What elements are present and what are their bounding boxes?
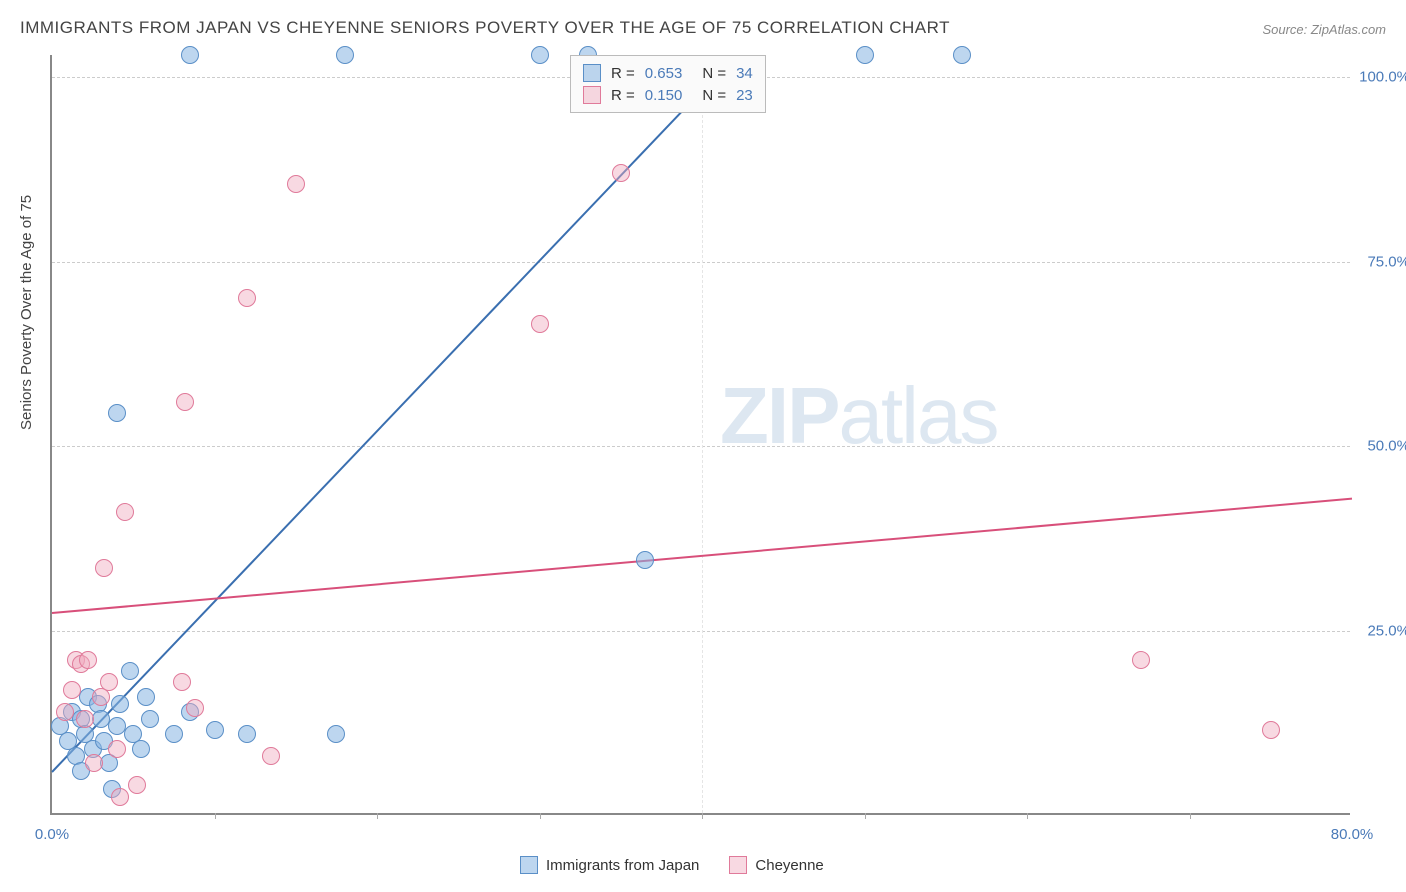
data-point (856, 46, 874, 64)
x-minor-tick (702, 813, 703, 819)
chart-title: IMMIGRANTS FROM JAPAN VS CHEYENNE SENIOR… (20, 18, 950, 38)
data-point (111, 695, 129, 713)
watermark-atlas: atlas (838, 371, 997, 460)
gridline-h (52, 262, 1350, 263)
x-tick-label: 80.0% (1331, 826, 1374, 843)
legend-label-pink: Cheyenne (755, 857, 823, 874)
gridline-h (52, 446, 1350, 447)
data-point (612, 164, 630, 182)
n-label: N = (702, 65, 726, 82)
x-minor-tick (377, 813, 378, 819)
watermark-zip: ZIP (720, 371, 838, 460)
y-tick-label: 25.0% (1355, 622, 1406, 639)
data-point (76, 710, 94, 728)
data-point (116, 503, 134, 521)
data-point (181, 46, 199, 64)
data-point (636, 551, 654, 569)
x-minor-tick (540, 813, 541, 819)
x-minor-tick (215, 813, 216, 819)
r-value-pink: 0.150 (645, 87, 683, 104)
data-point (95, 559, 113, 577)
data-point (100, 673, 118, 691)
y-tick-label: 50.0% (1355, 438, 1406, 455)
x-minor-tick (1190, 813, 1191, 819)
plot-area: 25.0%50.0%75.0%100.0%0.0%80.0% (50, 55, 1350, 815)
data-point (336, 46, 354, 64)
data-point (165, 725, 183, 743)
swatch-pink-icon (583, 86, 601, 104)
data-point (173, 673, 191, 691)
data-point (176, 393, 194, 411)
swatch-blue-icon (520, 856, 538, 874)
data-point (953, 46, 971, 64)
data-point (327, 725, 345, 743)
legend-item-pink: Cheyenne (729, 856, 823, 874)
legend-label-blue: Immigrants from Japan (546, 857, 699, 874)
n-value-pink: 23 (736, 87, 753, 104)
swatch-blue-icon (583, 64, 601, 82)
correlation-legend: R = 0.653 N = 34 R = 0.150 N = 23 (570, 55, 766, 113)
y-tick-label: 100.0% (1355, 69, 1406, 86)
data-point (206, 721, 224, 739)
y-axis-label: Seniors Poverty Over the Age of 75 (18, 195, 35, 430)
data-point (186, 699, 204, 717)
data-point (287, 175, 305, 193)
data-point (238, 725, 256, 743)
data-point (238, 289, 256, 307)
data-point (262, 747, 280, 765)
x-minor-tick (865, 813, 866, 819)
n-value-blue: 34 (736, 65, 753, 82)
legend-row-pink: R = 0.150 N = 23 (583, 84, 753, 106)
legend-row-blue: R = 0.653 N = 34 (583, 62, 753, 84)
data-point (79, 651, 97, 669)
gridline-v (702, 55, 703, 813)
data-point (108, 740, 126, 758)
data-point (137, 688, 155, 706)
n-label: N = (702, 87, 726, 104)
legend-item-blue: Immigrants from Japan (520, 856, 699, 874)
gridline-h (52, 631, 1350, 632)
y-tick-label: 75.0% (1355, 253, 1406, 270)
data-point (63, 681, 81, 699)
data-point (1132, 651, 1150, 669)
watermark: ZIPatlas (720, 370, 997, 462)
trend-line (51, 55, 735, 772)
data-point (1262, 721, 1280, 739)
data-point (111, 788, 129, 806)
source-label: Source: ZipAtlas.com (1262, 22, 1386, 37)
r-label: R = (611, 65, 635, 82)
data-point (85, 754, 103, 772)
series-legend: Immigrants from Japan Cheyenne (520, 856, 824, 874)
data-point (141, 710, 159, 728)
data-point (56, 703, 74, 721)
swatch-pink-icon (729, 856, 747, 874)
data-point (128, 776, 146, 794)
r-value-blue: 0.653 (645, 65, 683, 82)
data-point (132, 740, 150, 758)
data-point (531, 315, 549, 333)
x-tick-label: 0.0% (35, 826, 69, 843)
data-point (108, 404, 126, 422)
x-minor-tick (1027, 813, 1028, 819)
data-point (121, 662, 139, 680)
data-point (531, 46, 549, 64)
r-label: R = (611, 87, 635, 104)
